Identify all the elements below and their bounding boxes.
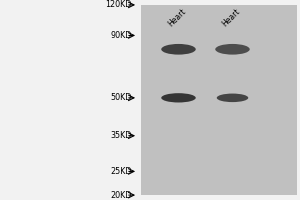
- Ellipse shape: [161, 93, 196, 102]
- Text: 20KD: 20KD: [111, 191, 132, 200]
- Text: Heart: Heart: [220, 7, 242, 28]
- Text: 120KD: 120KD: [106, 0, 132, 9]
- Ellipse shape: [217, 94, 248, 102]
- Text: 35KD: 35KD: [111, 131, 132, 140]
- Text: 50KD: 50KD: [111, 93, 132, 102]
- Text: 25KD: 25KD: [110, 167, 132, 176]
- Text: Heart: Heart: [167, 7, 188, 28]
- Bar: [141, 5, 297, 195]
- Ellipse shape: [161, 44, 196, 55]
- Ellipse shape: [215, 44, 250, 55]
- Text: 90KD: 90KD: [111, 31, 132, 40]
